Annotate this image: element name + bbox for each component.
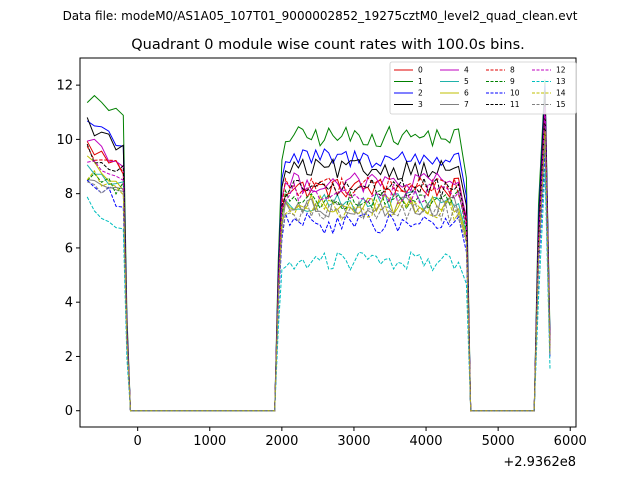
legend-label-12: 12: [556, 66, 566, 75]
legend-label-9: 9: [510, 77, 515, 86]
y-tick-label: 12: [56, 79, 73, 94]
plot-frame: [79, 57, 577, 428]
y-tick-label: 10: [56, 133, 73, 148]
legend-label-11: 11: [510, 100, 520, 109]
series-line-1: [86, 79, 551, 412]
legend-label-15: 15: [556, 100, 566, 109]
series-line-14: [86, 131, 551, 412]
series-line-6: [86, 128, 551, 412]
series-line-5: [86, 123, 551, 412]
x-axis-offset-label: +2.9362e8: [503, 455, 576, 470]
y-tick-label: 0: [65, 404, 73, 419]
series-line-2: [86, 85, 551, 412]
chart-title: Quadrant 0 module wise count rates with …: [131, 37, 525, 53]
x-tick-label: 5000: [482, 434, 515, 449]
y-axis: 0 2 4 6 8 10 12: [56, 79, 80, 419]
x-tick-label: 2000: [265, 434, 298, 449]
plot-lines: [86, 79, 551, 412]
x-tick-label: 4000: [409, 434, 442, 449]
y-tick-label: 4: [65, 296, 73, 311]
chart-suptitle: Data file: modeM0/AS1A05_107T01_90000028…: [63, 9, 578, 23]
legend-label-1: 1: [418, 77, 423, 86]
x-axis: 0 1000 2000 3000 4000 5000 6000: [134, 427, 587, 449]
legend-label-8: 8: [510, 66, 515, 75]
legend-label-3: 3: [418, 100, 423, 109]
x-tick-label: 6000: [554, 434, 587, 449]
legend-label-5: 5: [464, 77, 469, 86]
x-tick-label: 1000: [193, 434, 226, 449]
legend-label-14: 14: [556, 89, 566, 98]
legend-label-2: 2: [418, 89, 423, 98]
legend-label-4: 4: [464, 66, 469, 75]
legend-label-13: 13: [556, 77, 566, 86]
x-tick-label: 3000: [337, 434, 370, 449]
series-line-7: [87, 133, 551, 412]
legend-box: [389, 61, 577, 115]
legend-label-6: 6: [464, 89, 469, 98]
legend-label-10: 10: [510, 89, 520, 98]
y-tick-label: 6: [65, 241, 73, 256]
series-line-9: [86, 123, 551, 412]
y-tick-label: 8: [65, 187, 73, 202]
series-line-10: [86, 150, 551, 412]
legend-label-0: 0: [418, 66, 423, 75]
y-tick-label: 2: [65, 350, 73, 365]
x-tick-label: 0: [134, 434, 142, 449]
series-line-15: [87, 139, 551, 412]
legend-label-7: 7: [464, 100, 469, 109]
